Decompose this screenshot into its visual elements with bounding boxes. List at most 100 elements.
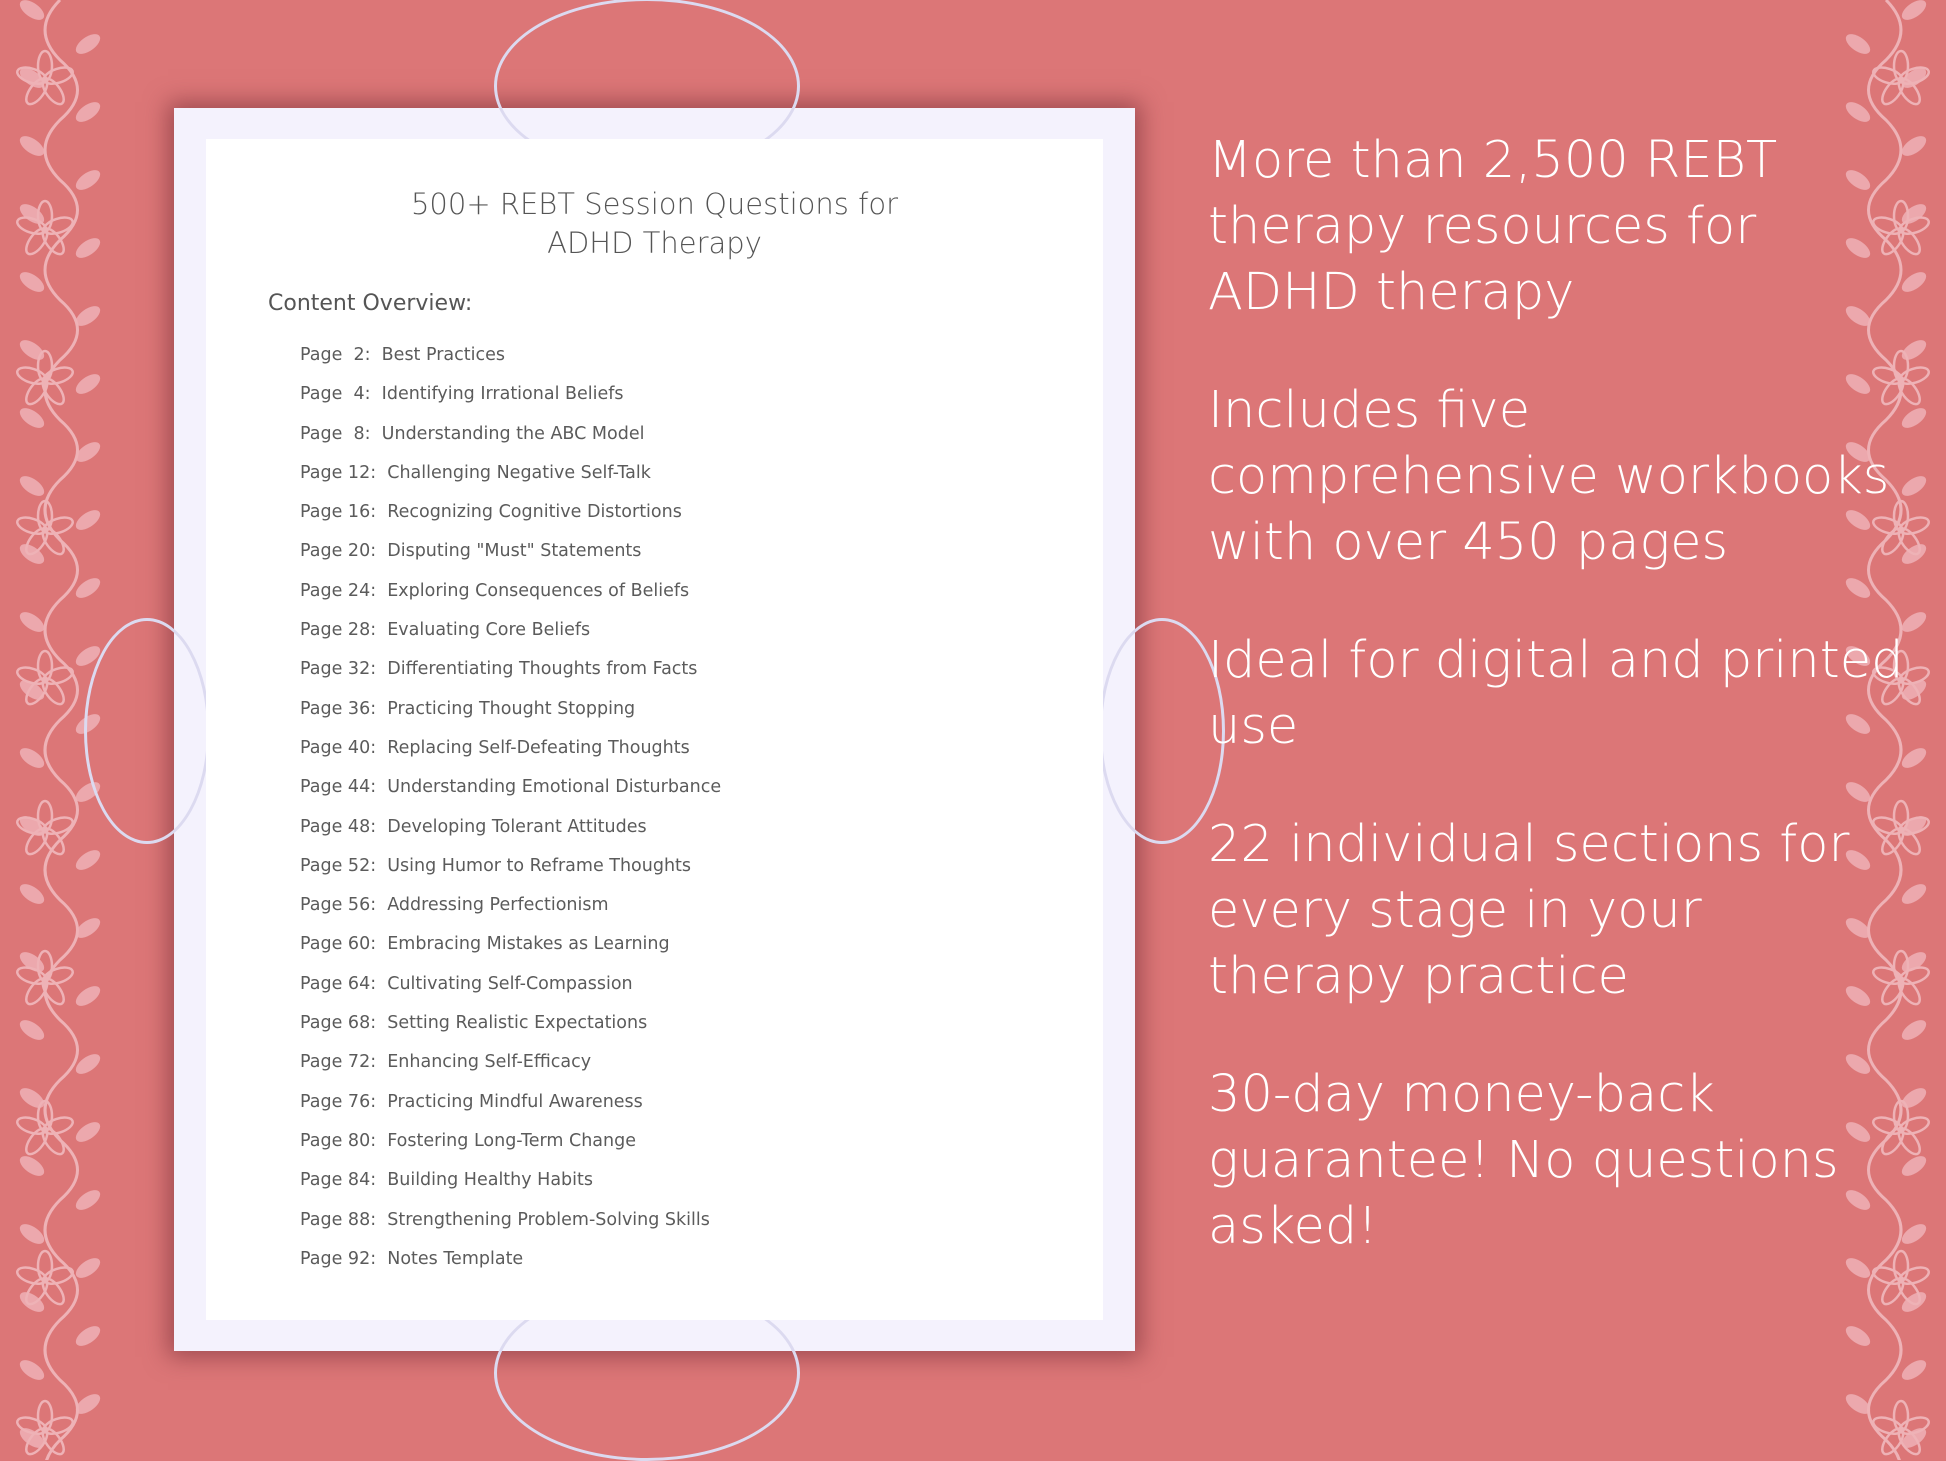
toc-item: Page 32: Differentiating Thoughts from F… [300, 658, 721, 697]
toc-item: Page 20: Disputing "Must" Statements [300, 540, 721, 579]
flower-icon [16, 1399, 74, 1456]
toc-label: Cultivating Self-Compassion [387, 973, 633, 994]
leaf-icon [1845, 34, 1871, 54]
leaf-icon [1845, 1190, 1871, 1210]
toc-label: Understanding Emotional Disturbance [387, 777, 722, 798]
toc-item: Page 40: Replacing Self-Defeating Though… [300, 737, 721, 776]
flower-icon [1872, 1399, 1930, 1456]
toc-item: Page 72: Enhancing Self-Efficacy [300, 1051, 721, 1090]
leaf-icon [1845, 1054, 1871, 1074]
leaf-icon [19, 748, 45, 768]
leaf-icon [1901, 1224, 1927, 1244]
toc-label: Developing Tolerant Attitudes [387, 816, 647, 837]
leaf-icon [1845, 1394, 1871, 1414]
leaf-icon [75, 1054, 101, 1074]
leaf-icon [75, 850, 101, 870]
toc-item: Page 76: Practicing Mindful Awareness [300, 1091, 721, 1130]
feature-text: Ideal for digital and printed use [1208, 631, 1904, 756]
leaf-icon [19, 1020, 45, 1040]
toc-page-number: Page 12: [300, 462, 377, 483]
leaf-icon [75, 1326, 101, 1346]
toc-label: Practicing Mindful Awareness [387, 1091, 643, 1112]
table-of-contents: Page 2: Best Practices Page 4: Identifyin… [300, 344, 721, 1287]
flower-icon [16, 199, 74, 256]
content-overview-label: Content Overview: [268, 291, 473, 316]
leaf-icon [75, 238, 101, 258]
flower-icon [1872, 199, 1930, 256]
toc-label: Embracing Mistakes as Learning [387, 934, 670, 955]
toc-label: Building Healthy Habits [387, 1170, 594, 1191]
document-preview: 500+ REBT Session Questions for ADHD The… [84, 0, 1225, 1461]
flower-icon [1872, 349, 1930, 406]
toc-page-number: Page 72: [300, 1052, 377, 1073]
leaf-icon [19, 408, 45, 428]
toc-item: Page 88: Strengthening Problem-Solving S… [300, 1209, 721, 1248]
toc-item: Page 92: Notes Template [300, 1248, 721, 1287]
toc-page-number: Page 20: [300, 541, 377, 562]
toc-page-number: Page 2: [300, 345, 371, 365]
toc-label: Replacing Self-Defeating Thoughts [387, 737, 690, 758]
leaf-icon [19, 1292, 45, 1312]
toc-item: Page 16: Recognizing Cognitive Distortio… [300, 501, 721, 540]
leaf-icon [1845, 102, 1871, 122]
toc-label: Exploring Consequences of Beliefs [387, 580, 690, 601]
leaf-icon [19, 884, 45, 904]
document-page: 500+ REBT Session Questions for ADHD The… [206, 139, 1103, 1320]
toc-item: Page 48: Developing Tolerant Attitudes [300, 816, 721, 855]
leaf-icon [1901, 1088, 1927, 1108]
toc-page-number: Page 68: [300, 1013, 377, 1034]
toc-item: Page 84: Building Healthy Habits [300, 1169, 721, 1208]
leaf-icon [19, 340, 45, 360]
toc-page-number: Page 76: [300, 1091, 377, 1112]
toc-item: Page 60: Embracing Mistakes as Learning [300, 933, 721, 972]
leaf-icon [19, 476, 45, 496]
leaf-icon [75, 918, 101, 938]
toc-item: Page 8: Understanding the ABC Model [300, 423, 721, 462]
toc-label: Enhancing Self-Efficacy [387, 1052, 592, 1073]
leaf-icon [75, 986, 101, 1006]
vine-stem [43, 0, 79, 1460]
toc-page-number: Page 28: [300, 620, 377, 641]
toc-page-number: Page 88: [300, 1209, 377, 1230]
leaf-icon [75, 170, 101, 190]
leaf-icon [19, 1224, 45, 1244]
vine-stem [1867, 0, 1903, 1460]
leaf-icon [1845, 782, 1871, 802]
toc-label: Understanding the ABC Model [381, 423, 645, 444]
toc-page-number: Page 92: [300, 1248, 377, 1269]
toc-page-number: Page 56: [300, 895, 377, 916]
leaf-icon [1901, 272, 1927, 292]
leaf-icon [75, 102, 101, 122]
flower-icon [16, 1099, 74, 1156]
leaf-icon [75, 1258, 101, 1278]
toc-label: Best Practices [381, 345, 506, 365]
leaf-icon [1845, 646, 1871, 666]
leaf-icon [19, 680, 45, 700]
leaf-icon [1845, 578, 1871, 598]
leaf-icon [1845, 986, 1871, 1006]
mandala-decoration-left [84, 618, 210, 844]
feature-list: More than 2,500 REBT therapy resources f… [1208, 128, 1908, 1312]
leaf-icon [75, 646, 101, 666]
leaf-icon [75, 442, 101, 462]
leaf-icon [1845, 714, 1871, 734]
flower-icon [1872, 799, 1930, 856]
flower-icon [1872, 49, 1930, 106]
toc-item: Page 24: Exploring Consequences of Belie… [300, 580, 721, 619]
leaf-icon [1901, 0, 1927, 20]
toc-page-number: Page 64: [300, 973, 377, 994]
toc-page-number: Page 80: [300, 1130, 377, 1151]
leaf-icon [1845, 170, 1871, 190]
toc-item: Page 2: Best Practices [300, 344, 721, 383]
leaf-icon [1901, 680, 1927, 700]
leaf-icon [1845, 306, 1871, 326]
toc-item: Page 68: Setting Realistic Expectations [300, 1012, 721, 1051]
leaf-icon [1901, 136, 1927, 156]
leaf-icon [1845, 442, 1871, 462]
toc-item: Page 4: Identifying Irrational Beliefs [300, 383, 721, 422]
leaf-icon [75, 1122, 101, 1142]
toc-label: Disputing "Must" Statements [387, 541, 642, 562]
toc-item: Page 52: Using Humor to Reframe Thoughts [300, 855, 721, 894]
flower-icon [16, 49, 74, 106]
toc-item: Page 80: Fostering Long-Term Change [300, 1130, 721, 1169]
